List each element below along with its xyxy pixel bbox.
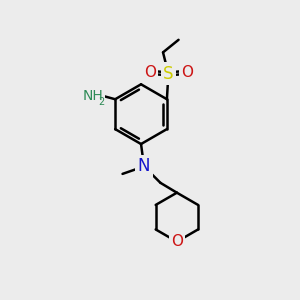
- Text: 2: 2: [98, 97, 104, 107]
- Text: O: O: [181, 65, 193, 80]
- Text: N: N: [138, 158, 150, 175]
- Text: O: O: [171, 234, 183, 249]
- Text: O: O: [144, 65, 156, 80]
- Text: NH: NH: [82, 89, 103, 103]
- Text: S: S: [163, 65, 174, 83]
